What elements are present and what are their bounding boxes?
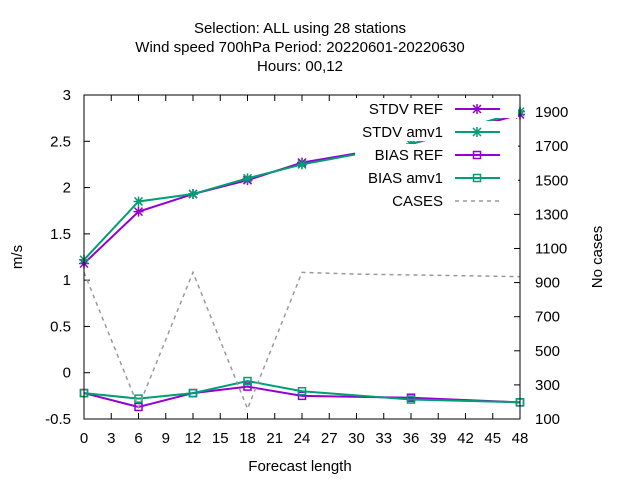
data-point [243, 376, 252, 386]
data-point [243, 382, 252, 391]
title-line-3: Hours: 00,12 [257, 58, 343, 75]
legend-label: CASES [392, 193, 443, 210]
y-tick-label: 0.5 [50, 318, 71, 335]
y2-tick-label: 500 [535, 343, 560, 360]
y2-tick-label: 1700 [535, 138, 568, 155]
y-axis-label: m/s [9, 245, 26, 269]
legend: STDV REF STDV amv1 BIAS REF BIAS amv1 CASES [355, 98, 518, 210]
y2-tick-label: 700 [535, 309, 560, 326]
series-line [83, 270, 521, 411]
data-point [406, 395, 416, 404]
title-line-2: Wind speed 700hPa Period: 20220601-20220… [135, 39, 464, 56]
x-tick-label: 9 [162, 430, 170, 447]
x-tick-label: 18 [239, 430, 256, 447]
axis-ticks: 0 3 6 9 12 15 18 21 24 27 30 33 36 39 42 45 48-0.500.511… [45, 87, 568, 447]
legend-marker [472, 127, 482, 137]
x-tick-label: 42 [457, 430, 474, 447]
y-tick-label: 3 [63, 87, 71, 104]
series-line [83, 380, 521, 404]
y2-tick-label: 1300 [535, 206, 568, 223]
data-point [297, 391, 307, 401]
data-point [134, 402, 143, 412]
y2-tick-label: 100 [535, 411, 560, 428]
x-tick-label: 45 [484, 430, 501, 447]
legend-label: BIAS REF [375, 147, 443, 164]
data-point [133, 206, 144, 217]
data-point [188, 189, 198, 200]
y2-tick-label: 1900 [535, 104, 568, 121]
legend-bg [355, 190, 518, 210]
y-tick-label: 1 [63, 272, 71, 289]
x-tick-label: 30 [348, 430, 365, 447]
x-tick-label: 15 [212, 430, 229, 447]
x-axis-label: Forecast length [248, 458, 351, 475]
x-tick-label: 24 [294, 430, 311, 447]
series-4 [83, 270, 521, 411]
y-tick-label: 2 [63, 180, 71, 197]
title-line-1: Selection: ALL using 28 stations [194, 20, 406, 37]
x-tick-label: 12 [185, 430, 202, 447]
data-point [133, 196, 144, 207]
x-tick-label: 0 [80, 430, 88, 447]
y-tick-label: 0 [63, 365, 71, 382]
legend-marker [472, 150, 482, 160]
data-point [188, 388, 198, 398]
x-tick-label: 27 [321, 430, 338, 447]
y2-tick-label: 1500 [535, 172, 568, 189]
y-tick-label: 1.5 [50, 226, 71, 243]
legend-marker [472, 104, 482, 114]
series-3 [79, 376, 525, 407]
data-point [297, 159, 307, 170]
chart-title: Selection: ALL using 28 stations Wind sp… [135, 20, 464, 75]
y-tick-label: -0.5 [45, 411, 71, 428]
legend-label: BIAS amv1 [368, 170, 443, 187]
plot-frame [83, 94, 521, 420]
y2-tick-label: 300 [535, 377, 560, 394]
x-tick-label: 48 [512, 430, 529, 447]
x-tick-label: 6 [134, 430, 142, 447]
y2-tick-label: 900 [535, 275, 560, 292]
data-point [242, 173, 253, 184]
y2-tick-label: 1100 [535, 240, 567, 257]
legend-label: STDV amv1 [362, 124, 443, 141]
x-tick-label: 3 [107, 430, 115, 447]
legend-label: STDV REF [369, 101, 443, 118]
y-tick-label: 2.5 [50, 133, 71, 150]
x-tick-label: 33 [375, 430, 392, 447]
x-tick-label: 39 [430, 430, 447, 447]
y2-axis-label: No cases [589, 226, 606, 289]
x-tick-label: 21 [266, 430, 283, 447]
data-point [297, 386, 307, 396]
x-tick-label: 36 [403, 430, 420, 447]
legend-marker [472, 173, 482, 183]
